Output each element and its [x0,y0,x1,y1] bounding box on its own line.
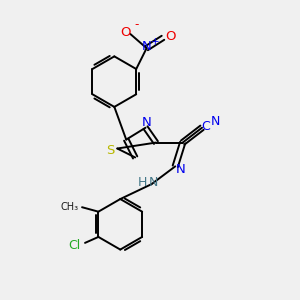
Text: N: N [176,164,185,176]
Text: -: - [135,18,139,31]
Text: Cl: Cl [68,239,81,252]
Text: +: + [151,37,159,47]
Text: N: N [142,40,152,53]
Text: H: H [138,176,147,189]
Text: O: O [165,30,175,43]
Text: N: N [211,115,220,128]
Text: N: N [141,116,151,129]
Text: CH₃: CH₃ [60,202,79,212]
Text: S: S [106,143,115,157]
Text: N: N [148,176,158,189]
Text: C: C [202,120,210,133]
Text: O: O [121,26,131,39]
